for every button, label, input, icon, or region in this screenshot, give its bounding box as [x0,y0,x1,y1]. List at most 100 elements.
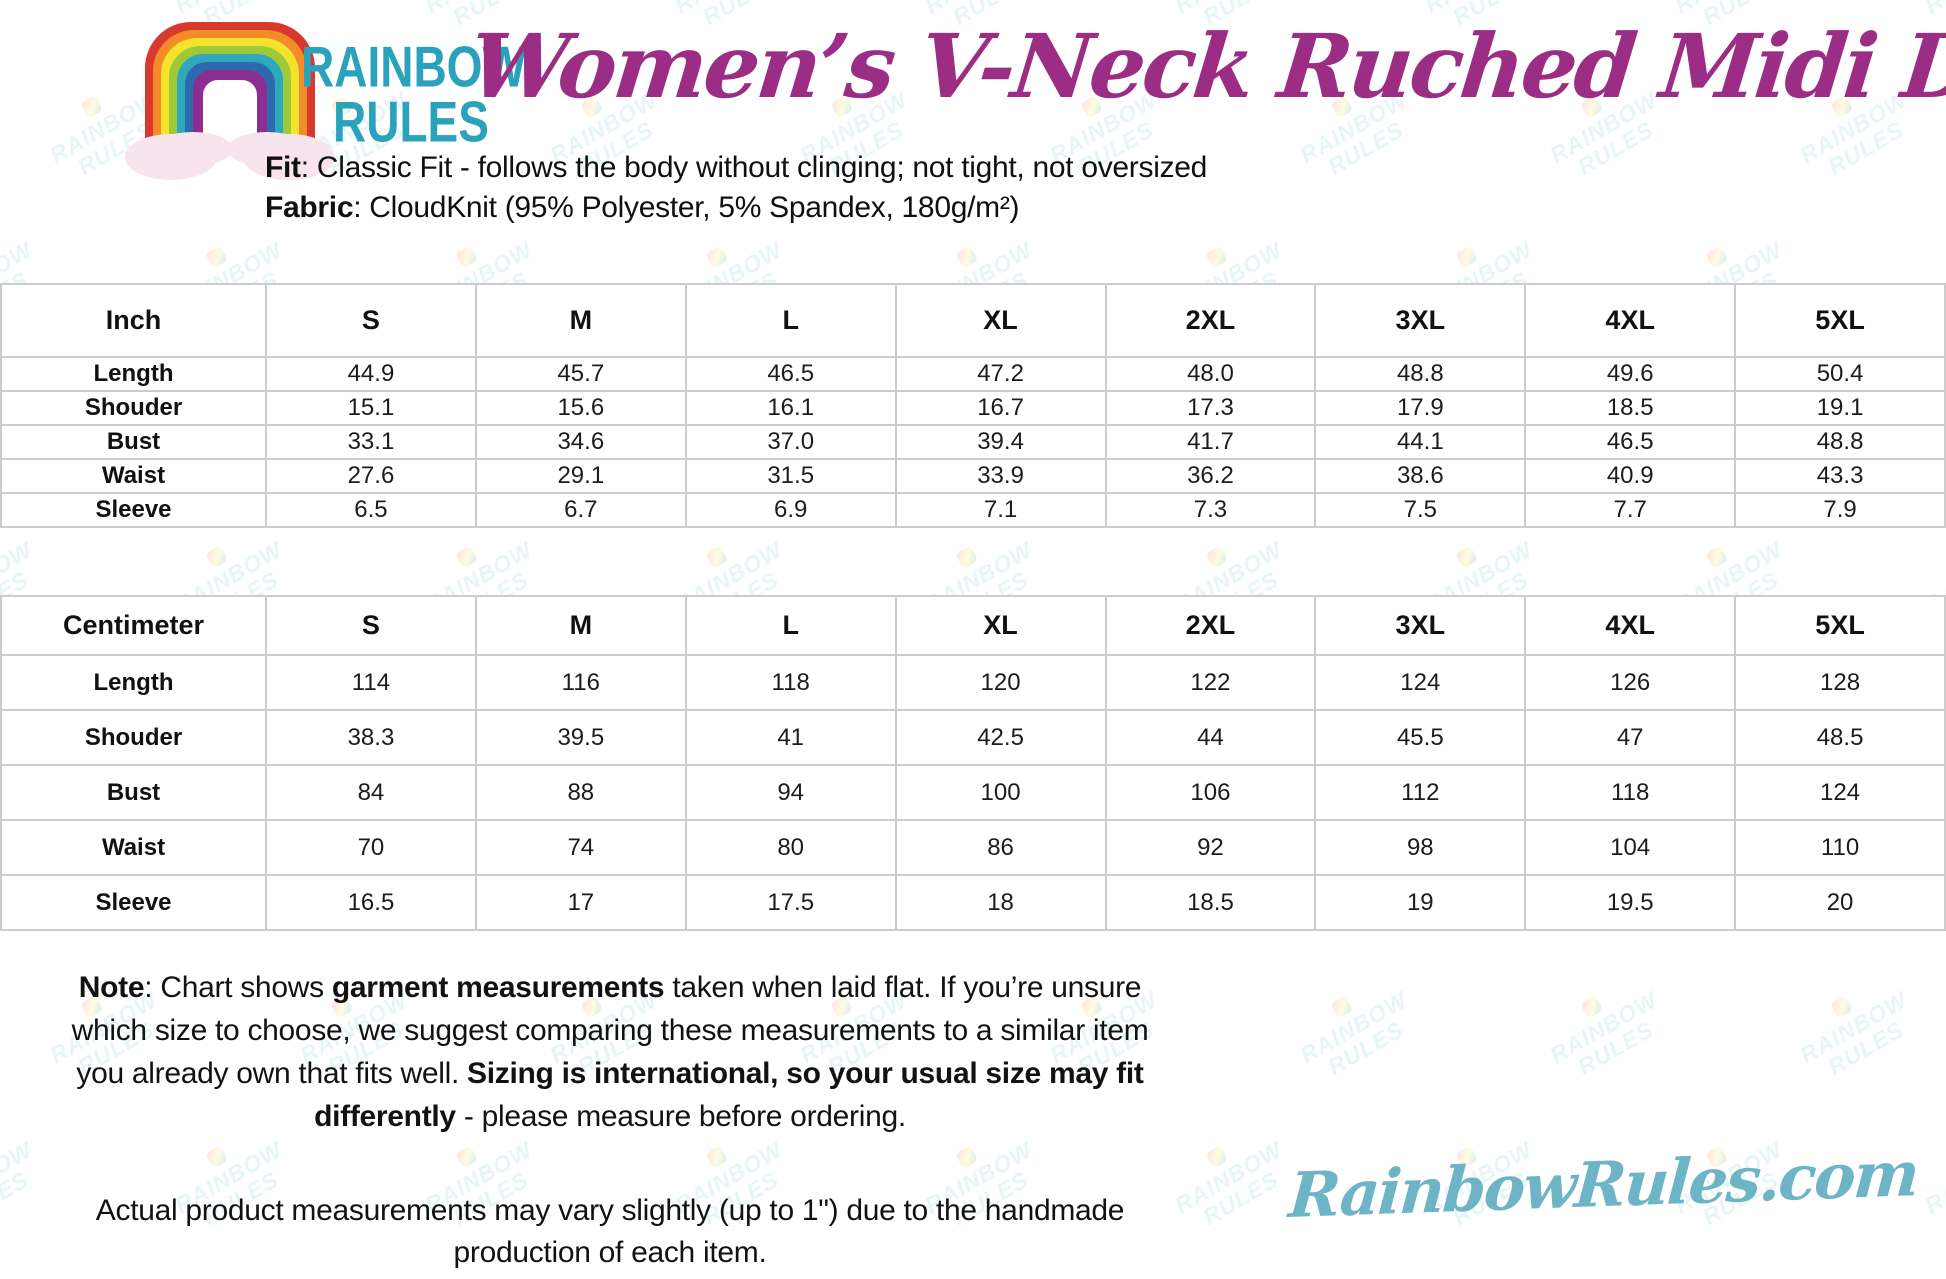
measurement-value: 20 [1734,874,1946,931]
measurement-value: 98 [1314,819,1527,876]
measurement-value: 48.5 [1734,709,1946,766]
measurement-value: 18.5 [1524,390,1737,426]
measurement-value: 100 [894,764,1107,821]
measurement-value: 18 [894,874,1107,931]
table-row: Shouder 38.3 39.5 41 42.5 44 45.5 47 48.5 [0,709,1946,766]
measurement-value: 38.6 [1314,458,1527,494]
measurement-value: 7.1 [894,492,1107,528]
measurement-value: 126 [1524,654,1737,711]
measurement-value: 110 [1734,819,1946,876]
measurement-value: 6.7 [474,492,687,528]
measurement-value: 6.5 [265,492,477,528]
fit-line: Fit: Classic Fit - follows the body with… [265,148,1207,188]
cloud-icon [243,134,335,180]
measurement-value: 17 [474,874,687,931]
site-signature: RainbowRules.com [1286,1136,1921,1233]
measurement-value: 7.7 [1524,492,1737,528]
measurement-value: 44.1 [1314,424,1527,460]
size-header-row: Inch S M L XL 2XL 3XL 4XL 5XL [0,283,1946,358]
text-line: differently - please measure before orde… [314,1100,906,1133]
brand-line1: RAINBOW [301,33,526,99]
measurement-value: 46.5 [1524,424,1737,460]
size-column-header: L [684,595,897,656]
measurement-value: 88 [474,764,687,821]
measurement-value: 15.1 [265,390,477,426]
measurement-value: 45.7 [474,356,687,392]
size-column-header: 3XL [1314,283,1527,358]
measurement-value: 17.3 [1104,390,1317,426]
measurement-value: 33.9 [894,458,1107,494]
measurement-value: 114 [265,654,477,711]
text-line: Note: Chart shows garment measurements t… [78,971,1142,1004]
measurement-value: 41 [684,709,897,766]
measurement-value: 118 [684,654,897,711]
measurement-value: 44.9 [265,356,477,392]
measurement-value: 106 [1104,764,1317,821]
measurement-value: 17.5 [684,874,897,931]
measurement-value: 46.5 [684,356,897,392]
measurement-value: 7.3 [1104,492,1317,528]
measurement-value: 31.5 [684,458,897,494]
size-column-header: M [474,595,687,656]
size-header-row: Centimeter S M L XL 2XL 3XL 4XL 5XL [0,595,1946,656]
measurement-value: 17.9 [1314,390,1527,426]
size-column-header: XL [894,595,1107,656]
measurement-value: 112 [1314,764,1527,821]
table-row: Length 44.9 45.7 46.5 47.2 48.0 48.8 49.6 50.4 [0,356,1946,392]
measurement-label: Bust [0,424,267,460]
measurement-value: 94 [684,764,897,821]
measurement-value: 15.6 [474,390,687,426]
measurement-label: Shouder [0,709,267,766]
rainbow-arch-icon [145,22,315,162]
measurement-label: Length [0,654,267,711]
measurement-value: 41.7 [1104,424,1317,460]
fit-text: : Classic Fit - follows the body without… [300,151,1208,184]
measurement-value: 48.8 [1314,356,1527,392]
measurement-value: 92 [1104,819,1317,876]
measurement-value: 39.5 [474,709,687,766]
measurement-value: 43.3 [1734,458,1946,494]
measurement-value: 74 [474,819,687,876]
table-row: Shouder 15.1 15.6 16.1 16.7 17.3 17.9 18.5 19.1 [0,390,1946,426]
table-row: Length 114 116 118 120 122 124 126 128 [0,654,1946,711]
measurement-value: 47 [1524,709,1737,766]
measurement-value: 49.6 [1524,356,1737,392]
size-column-header: S [265,595,477,656]
page-title: Women’s V-Neck Ruched Midi Dress [464,14,1946,118]
size-column-header: 4XL [1524,283,1737,358]
measurement-value: 45.5 [1314,709,1527,766]
measurement-value: 118 [1524,764,1737,821]
measurement-value: 19 [1314,874,1527,931]
cm-size-table: Centimeter S M L XL 2XL 3XL 4XL 5XL Length 114 11… [0,595,1946,931]
measurement-value: 48.0 [1104,356,1317,392]
size-column-header: 2XL [1104,283,1317,358]
measurement-value: 16.5 [265,874,477,931]
unit-header: Inch [0,283,267,358]
size-column-header: L [684,283,897,358]
size-column-header: 2XL [1104,595,1317,656]
fabric-line: Fabric: CloudKnit (95% Polyester, 5% Spa… [265,188,1207,228]
size-column-header: 5XL [1734,595,1946,656]
brand-wordmark: RAINBOW RULES [301,38,526,150]
variance-note: Actual product measurements may vary sli… [30,1190,1190,1274]
measurement-label: Bust [0,764,267,821]
measurement-value: 19.5 [1524,874,1737,931]
measurement-label: Length [0,356,267,392]
measurement-value: 122 [1104,654,1317,711]
text-line: production of each item. [453,1236,767,1269]
measurement-value: 19.1 [1734,390,1946,426]
fit-label: Fit [265,151,301,184]
measurement-value: 84 [265,764,477,821]
measurement-value: 50.4 [1734,356,1946,392]
measurement-label: Waist [0,458,267,494]
table-row: Bust 84 88 94 100 106 112 118 124 [0,764,1946,821]
product-description: Fit: Classic Fit - follows the body with… [265,148,1207,228]
measurement-value: 16.7 [894,390,1107,426]
measurement-value: 44 [1104,709,1317,766]
measurement-value: 36.2 [1104,458,1317,494]
table-row: Sleeve 6.5 6.7 6.9 7.1 7.3 7.5 7.7 7.9 [0,492,1946,528]
size-column-header: M [474,283,687,358]
measurement-value: 47.2 [894,356,1107,392]
measurement-value: 40.9 [1524,458,1737,494]
